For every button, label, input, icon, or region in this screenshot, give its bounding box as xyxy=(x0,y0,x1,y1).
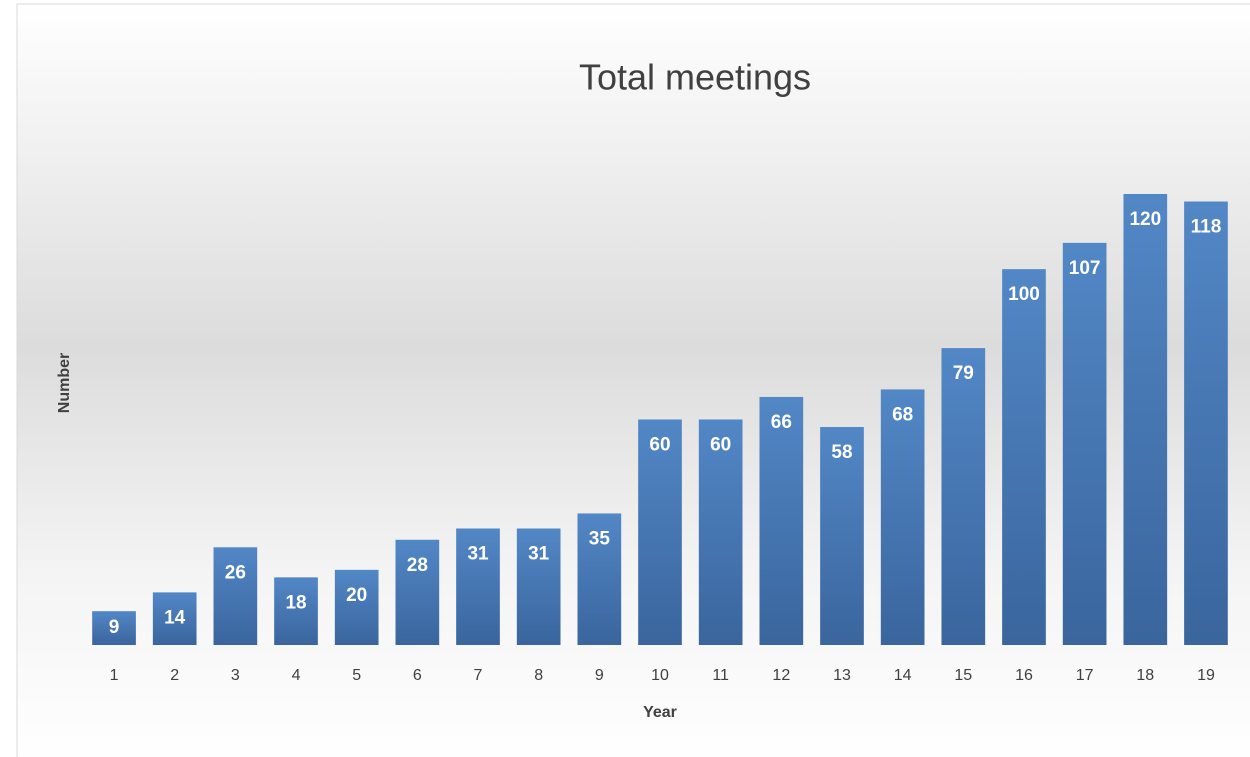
x-tick-label: 17 xyxy=(1076,667,1094,684)
x-tick-label: 5 xyxy=(352,667,361,684)
bar xyxy=(577,513,622,645)
data-label: 9 xyxy=(109,617,120,638)
data-label: 18 xyxy=(285,592,306,613)
x-tick-label: 15 xyxy=(954,667,972,684)
x-tick-label: 2 xyxy=(170,667,179,684)
data-label: 14 xyxy=(164,607,186,628)
bar xyxy=(395,539,440,645)
data-label: 31 xyxy=(467,544,489,565)
data-label: 35 xyxy=(589,528,611,549)
x-tick-label: 4 xyxy=(292,667,301,684)
data-label: 118 xyxy=(1191,217,1222,238)
bar xyxy=(334,569,379,645)
data-label: 31 xyxy=(528,544,550,565)
bar xyxy=(638,419,682,645)
bar xyxy=(820,427,864,645)
data-label: 58 xyxy=(831,442,852,463)
data-label: 120 xyxy=(1129,209,1161,230)
x-tick-label: 14 xyxy=(894,667,912,684)
bar xyxy=(456,528,500,645)
bar xyxy=(1002,269,1046,645)
bar xyxy=(274,577,318,645)
y-axis-label: Number xyxy=(56,353,73,413)
bar xyxy=(213,547,258,645)
x-tick-label: 6 xyxy=(413,667,422,684)
bar xyxy=(1184,201,1228,645)
bar xyxy=(1062,242,1107,645)
bar xyxy=(941,348,986,645)
data-label: 79 xyxy=(953,363,974,384)
bar xyxy=(92,611,136,645)
data-label: 100 xyxy=(1008,284,1040,305)
x-tick-label: 19 xyxy=(1197,667,1215,684)
bar xyxy=(1123,194,1168,645)
bar xyxy=(152,592,197,645)
x-axis-label: Year xyxy=(643,704,677,721)
x-tick-label: 8 xyxy=(534,667,543,684)
x-tick-label: 18 xyxy=(1136,667,1154,684)
x-tick-label: 7 xyxy=(474,667,483,684)
data-label: 26 xyxy=(225,562,246,583)
x-tick-label: 11 xyxy=(712,667,729,684)
x-tick-label: 1 xyxy=(110,667,119,684)
bar xyxy=(516,528,561,645)
data-label: 68 xyxy=(892,404,913,425)
x-tick-label: 3 xyxy=(231,667,240,684)
data-label: 60 xyxy=(710,435,731,456)
x-tick-label: 12 xyxy=(772,667,790,684)
bar xyxy=(880,389,925,645)
x-tick-label: 13 xyxy=(833,667,851,684)
x-tick-label: 10 xyxy=(651,667,669,684)
bar xyxy=(698,419,743,645)
chart-title: Total meetings xyxy=(579,57,811,98)
data-label: 20 xyxy=(346,585,367,606)
bar xyxy=(759,396,804,645)
x-tick-label: 16 xyxy=(1015,667,1033,684)
data-label: 66 xyxy=(771,412,792,433)
x-tick-label: 9 xyxy=(595,667,604,684)
data-label: 107 xyxy=(1069,258,1101,279)
data-label: 28 xyxy=(407,555,428,576)
data-label: 60 xyxy=(649,435,670,456)
